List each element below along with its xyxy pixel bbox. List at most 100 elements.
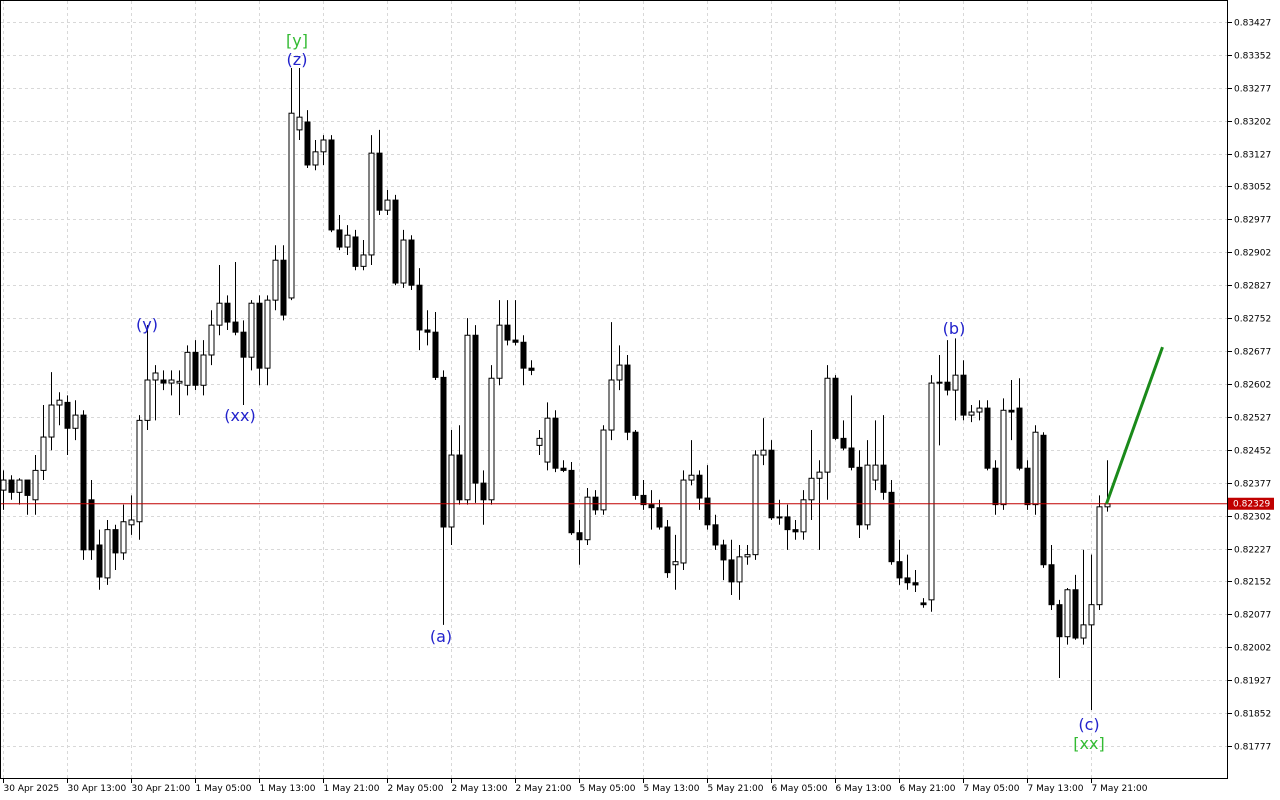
x-tick-label: 2 May 05:00	[388, 784, 444, 794]
candle-body	[632, 431, 639, 496]
candle-body	[112, 529, 119, 554]
y-tick-label: 0.82752	[1234, 315, 1271, 325]
candle-body	[1040, 434, 1047, 566]
candle-body	[264, 299, 271, 369]
wave-label: (xx)	[224, 406, 255, 425]
wave-label: (y)	[136, 315, 158, 334]
candle-body	[1096, 506, 1103, 606]
candle-body	[640, 494, 647, 506]
y-tick-label: 0.82152	[1234, 578, 1271, 588]
candle-body	[448, 454, 455, 528]
wave-label: (a)	[430, 627, 452, 646]
candle-body	[168, 379, 175, 384]
candle-body	[848, 447, 855, 468]
candle-body	[136, 419, 143, 523]
candle-body	[968, 411, 975, 416]
candle-body	[344, 234, 351, 248]
y-tick-label: 0.82302	[1234, 513, 1271, 523]
candle-body	[648, 504, 655, 509]
candle-body	[56, 399, 63, 406]
candle-body	[880, 464, 887, 493]
candle-body	[352, 236, 359, 267]
candle-body	[120, 521, 127, 554]
candle-body	[528, 367, 535, 371]
candle-body	[144, 379, 151, 421]
candle-body	[872, 464, 879, 481]
candle-body	[504, 324, 511, 341]
candle-body	[1056, 604, 1063, 638]
y-tick-label: 0.83352	[1234, 52, 1271, 62]
candle-body	[832, 377, 839, 439]
wave-label: (z)	[287, 50, 308, 69]
candle-body	[624, 364, 631, 433]
x-tick-label: 7 May 21:00	[1092, 784, 1148, 794]
candle-body	[256, 302, 263, 369]
candle-body	[456, 454, 463, 501]
candle-body	[328, 139, 335, 231]
candle-body	[176, 380, 183, 384]
candle-body	[552, 417, 559, 469]
candle-body	[304, 121, 311, 166]
x-tick-label: 30 Apr 21:00	[132, 784, 191, 794]
candle-body	[728, 559, 735, 583]
y-tick-label: 0.82902	[1234, 249, 1271, 259]
candle-body	[16, 479, 23, 493]
candle-body	[936, 381, 943, 384]
candle-body	[472, 334, 479, 484]
candle-body	[224, 302, 231, 323]
candle-body	[400, 239, 407, 284]
y-tick-label: 0.82002	[1234, 644, 1271, 654]
candle-body	[104, 529, 111, 579]
price-label-box	[1228, 497, 1274, 510]
y-tick-label: 0.82527	[1234, 414, 1271, 424]
candle-body	[88, 499, 95, 551]
candle-body	[64, 401, 71, 429]
candle-body	[816, 471, 823, 479]
candle-body	[8, 479, 15, 493]
candle-body	[744, 554, 751, 558]
candle-body	[856, 466, 863, 526]
candle-body	[672, 561, 679, 566]
candle-body	[376, 152, 383, 211]
candle-body	[712, 524, 719, 546]
candle-body	[1048, 564, 1055, 606]
candle-body	[512, 339, 519, 343]
candle-body	[896, 561, 903, 579]
wave-label: (c)	[1078, 715, 1099, 734]
x-tick-label: 7 May 05:00	[964, 784, 1020, 794]
candle-body	[488, 377, 495, 501]
y-tick-label: 0.82377	[1234, 480, 1271, 490]
candle-body	[520, 341, 527, 369]
candle-body	[1080, 624, 1087, 639]
candle-body	[24, 479, 31, 496]
candle-body	[544, 417, 551, 463]
x-tick-label: 6 May 13:00	[836, 784, 892, 794]
y-tick-label: 0.82602	[1234, 381, 1271, 391]
y-tick-label: 0.83202	[1234, 118, 1271, 128]
candle-body	[568, 469, 575, 534]
y-tick-label: 0.83127	[1234, 151, 1271, 161]
candle-body	[216, 302, 223, 326]
candle-body	[48, 404, 55, 438]
overlay: 0.82329 [y](z) (y) (xx) (a) (b) (c)[xx]	[1, 31, 1274, 753]
x-tick-label: 7 May 13:00	[1028, 784, 1084, 794]
candle-body	[1008, 409, 1015, 413]
candle-body	[336, 229, 343, 248]
candle-body	[600, 429, 607, 511]
candle-body	[432, 331, 439, 378]
candle-body	[616, 364, 623, 381]
candle-body	[752, 454, 759, 556]
candle-body	[200, 354, 207, 386]
candle-body	[288, 112, 295, 299]
candle-body	[808, 477, 815, 501]
x-tick-label: 5 May 13:00	[644, 784, 700, 794]
candle-body	[368, 152, 375, 256]
candle-body	[704, 497, 711, 526]
candle-body	[32, 469, 39, 501]
candle-body	[272, 259, 279, 301]
candle-body	[464, 334, 471, 501]
candle-body	[664, 526, 671, 574]
x-tick-label: 1 May 13:00	[260, 784, 316, 794]
x-tick-label: 2 May 13:00	[452, 784, 508, 794]
